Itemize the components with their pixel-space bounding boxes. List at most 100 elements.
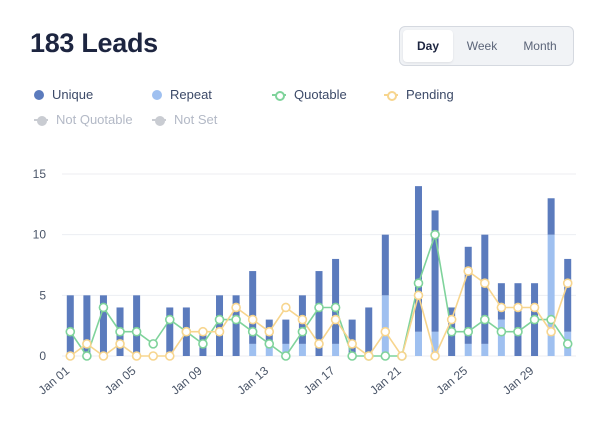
legend-swatch-unique: [34, 89, 44, 100]
legend-label-repeat: Repeat: [170, 87, 212, 102]
point-pending: [214, 326, 225, 337]
x-tick-label: Jan 09: [168, 363, 205, 397]
point-pending: [115, 339, 125, 349]
legend-item-pending[interactable]: Pending: [384, 87, 454, 102]
point-pending: [82, 339, 92, 349]
point-pending: [131, 351, 142, 361]
legend-swatch-repeat: [152, 89, 162, 100]
point-pending: [513, 302, 523, 313]
bar-repeat: [381, 295, 389, 356]
bar-unique: [216, 295, 224, 356]
point-quotable: [480, 314, 490, 325]
point-pending: [330, 314, 341, 325]
legend-item-not-quotable[interactable]: Not Quotable: [34, 112, 152, 127]
point-quotable: [264, 339, 275, 349]
bar-unique: [282, 319, 290, 344]
page-title: 183 Leads: [30, 28, 158, 58]
point-quotable: [247, 326, 258, 337]
x-tick-label: Jan 05: [102, 363, 139, 397]
bar-unique: [365, 307, 373, 356]
bar-unique: [547, 198, 555, 235]
bar-repeat: [249, 343, 257, 356]
point-quotable: [446, 326, 457, 337]
bar-repeat: [464, 343, 472, 356]
legend-label-unique: Unique: [52, 87, 94, 102]
x-tick-label: Jan 29: [500, 363, 537, 397]
bar-unique: [497, 283, 505, 320]
legend-label-not-quotable: Not Quotable: [56, 112, 133, 127]
point-quotable: [380, 351, 391, 361]
point-pending: [496, 302, 507, 313]
bar-unique: [564, 258, 572, 332]
x-tick-label: Jan 13: [235, 363, 272, 397]
point-pending: [164, 351, 175, 361]
legend-item-unique[interactable]: Unique: [34, 87, 152, 102]
point-quotable: [347, 351, 357, 361]
point-quotable: [330, 302, 341, 313]
point-pending: [546, 326, 556, 337]
y-tick-label: 0: [39, 349, 46, 363]
range-selector: Day Week Month: [399, 26, 574, 66]
point-quotable: [297, 326, 308, 337]
point-quotable: [98, 302, 109, 313]
bar-unique: [232, 295, 240, 356]
bar-repeat: [414, 331, 422, 356]
point-quotable: [65, 326, 76, 337]
bar-unique: [166, 307, 174, 356]
legend-swatch-quotable: [272, 90, 286, 101]
bar-unique: [381, 234, 389, 296]
legend-label-quotable: Quotable: [294, 87, 347, 102]
bar-repeat: [481, 343, 489, 356]
point-quotable: [513, 326, 523, 337]
x-tick-label: Jan 21: [367, 363, 404, 397]
bar-unique: [332, 258, 340, 344]
bar-repeat: [265, 343, 273, 356]
point-pending: [446, 314, 457, 325]
bar-unique: [348, 319, 356, 356]
point-quotable: [413, 278, 424, 289]
point-pending: [264, 326, 275, 337]
legend-swatch-pending: [384, 90, 398, 101]
point-quotable: [231, 314, 241, 325]
bar-unique: [481, 234, 489, 344]
legend-item-not-set[interactable]: Not Set: [152, 112, 217, 127]
point-pending: [314, 339, 324, 349]
legend-swatch-not-quotable: [34, 115, 48, 126]
point-quotable: [529, 314, 540, 325]
point-pending: [181, 326, 192, 337]
y-tick-label: 10: [33, 228, 47, 242]
bar-unique: [99, 295, 107, 356]
legend-swatch-not-set: [152, 115, 166, 126]
range-week-button[interactable]: Week: [466, 39, 498, 53]
bar-unique: [66, 295, 74, 356]
x-tick-label: Jan 17: [301, 363, 338, 397]
point-pending: [562, 278, 573, 289]
range-day-button[interactable]: Day: [403, 30, 453, 62]
point-quotable: [164, 314, 175, 325]
point-quotable: [214, 314, 225, 325]
point-quotable: [148, 339, 158, 349]
point-pending: [430, 351, 440, 361]
point-pending: [463, 266, 474, 276]
point-pending: [363, 351, 374, 361]
legend-item-quotable[interactable]: Quotable: [272, 87, 384, 102]
bar-unique: [249, 271, 257, 344]
point-pending: [480, 278, 490, 289]
point-quotable: [115, 326, 125, 337]
point-pending: [297, 314, 308, 325]
point-quotable: [281, 351, 291, 361]
range-month-button[interactable]: Month: [523, 39, 557, 53]
x-tick-label: Jan 25: [434, 363, 471, 397]
point-quotable: [314, 302, 324, 313]
bar-repeat: [431, 331, 439, 356]
point-quotable: [430, 229, 440, 240]
bar-repeat: [332, 343, 340, 356]
bar-repeat: [298, 343, 306, 356]
point-pending: [65, 351, 76, 361]
point-pending: [148, 351, 158, 361]
legend-item-repeat[interactable]: Repeat: [152, 87, 272, 102]
chart-legend-row-2: Not Quotable Not Set: [34, 112, 217, 127]
point-quotable: [463, 326, 474, 337]
